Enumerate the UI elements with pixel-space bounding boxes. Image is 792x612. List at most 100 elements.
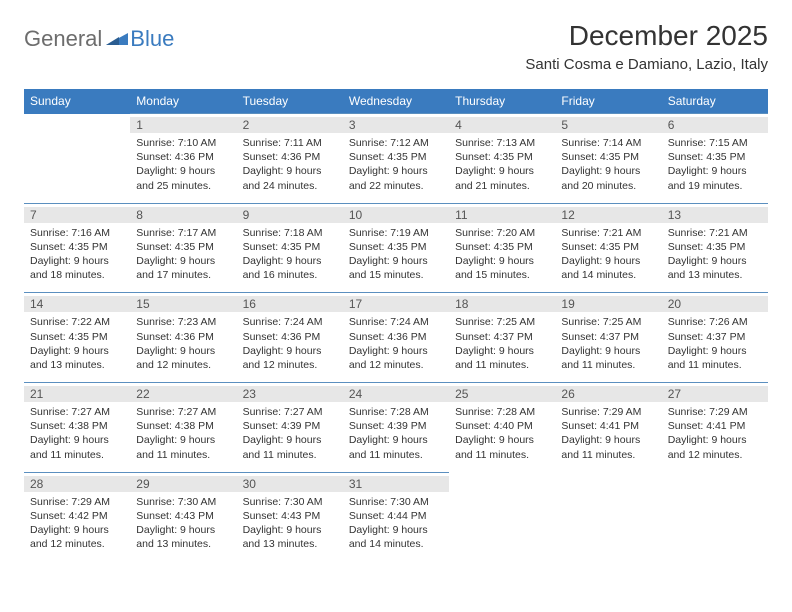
calendar-cell: 22Sunrise: 7:27 AMSunset: 4:38 PMDayligh… (130, 383, 236, 473)
col-monday: Monday (130, 89, 236, 114)
calendar-cell: 17Sunrise: 7:24 AMSunset: 4:36 PMDayligh… (343, 293, 449, 383)
day-number: 10 (343, 207, 449, 223)
day-info: Sunrise: 7:21 AMSunset: 4:35 PMDaylight:… (561, 226, 655, 283)
calendar-cell: 13 Sunrise: 7:21 AMSunset: 4:35 PMDayligh… (662, 203, 768, 293)
day-info: Sunrise: 7:25 AMSunset: 4:37 PMDaylight:… (561, 315, 655, 372)
calendar-cell: 11Sunrise: 7:20 AMSunset: 4:35 PMDayligh… (449, 203, 555, 293)
day-info: Sunrise: 7:21 AMSunset: 4:35 PMDaylight:… (668, 226, 762, 283)
day-number: 9 (237, 207, 343, 223)
calendar-cell: 7 Sunrise: 7:16 AMSunset: 4:35 PMDaylight… (24, 203, 130, 293)
day-number: 25 (449, 386, 555, 402)
day-info: Sunrise: 7:11 AMSunset: 4:36 PMDaylight:… (243, 136, 337, 193)
sunrise-text: Sunrise: 7:24 AM (243, 315, 337, 329)
sunrise-text: Sunrise: 7:11 AM (243, 136, 337, 150)
day-info: Sunrise: 7:30 AMSunset: 4:43 PMDaylight:… (136, 495, 230, 552)
daylight-text: Daylight: 9 hours and 12 minutes. (243, 344, 337, 372)
daylight-text: Daylight: 9 hours and 21 minutes. (455, 164, 549, 192)
day-number: 2 (237, 117, 343, 133)
day-number: 24 (343, 386, 449, 402)
calendar-cell: 18Sunrise: 7:25 AMSunset: 4:37 PMDayligh… (449, 293, 555, 383)
page-subtitle: Santi Cosma e Damiano, Lazio, Italy (525, 56, 768, 73)
calendar-cell (555, 472, 661, 561)
daylight-text: Daylight: 9 hours and 16 minutes. (243, 254, 337, 282)
day-number: 7 (24, 207, 130, 223)
calendar-cell: 20Sunrise: 7:26 AMSunset: 4:37 PMDayligh… (662, 293, 768, 383)
sunset-text: Sunset: 4:39 PM (349, 419, 443, 433)
sunset-text: Sunset: 4:43 PM (136, 509, 230, 523)
sunrise-text: Sunrise: 7:28 AM (455, 405, 549, 419)
calendar-table: Sunday Monday Tuesday Wednesday Thursday… (24, 89, 768, 561)
day-number: 29 (130, 476, 236, 492)
daylight-text: Daylight: 9 hours and 20 minutes. (561, 164, 655, 192)
sunrise-text: Sunrise: 7:12 AM (349, 136, 443, 150)
day-info: Sunrise: 7:13 AMSunset: 4:35 PMDaylight:… (455, 136, 549, 193)
day-info: Sunrise: 7:30 AMSunset: 4:44 PMDaylight:… (349, 495, 443, 552)
sunset-text: Sunset: 4:41 PM (561, 419, 655, 433)
day-number: 19 (555, 296, 661, 312)
daylight-text: Daylight: 9 hours and 12 minutes. (136, 344, 230, 372)
calendar-cell: 3 Sunrise: 7:12 AMSunset: 4:35 PMDaylight… (343, 114, 449, 204)
sunrise-text: Sunrise: 7:15 AM (668, 136, 762, 150)
day-number: 28 (24, 476, 130, 492)
daylight-text: Daylight: 9 hours and 12 minutes. (668, 433, 762, 461)
day-number: 31 (343, 476, 449, 492)
calendar-cell: 28 Sunrise: 7:29 AMSunset: 4:42 PMDayligh… (24, 472, 130, 561)
sunrise-text: Sunrise: 7:10 AM (136, 136, 230, 150)
sunrise-text: Sunrise: 7:16 AM (30, 226, 124, 240)
day-info: Sunrise: 7:10 AMSunset: 4:36 PMDaylight:… (136, 136, 230, 193)
sunrise-text: Sunrise: 7:29 AM (561, 405, 655, 419)
daylight-text: Daylight: 9 hours and 12 minutes. (349, 344, 443, 372)
sunset-text: Sunset: 4:37 PM (455, 330, 549, 344)
calendar-cell: 15 Sunrise: 7:23 AMSunset: 4:36 PMDayligh… (130, 293, 236, 383)
day-number: 12 (555, 207, 661, 223)
sunset-text: Sunset: 4:36 PM (349, 330, 443, 344)
daylight-text: Daylight: 9 hours and 13 minutes. (30, 344, 124, 372)
sunrise-text: Sunrise: 7:19 AM (349, 226, 443, 240)
calendar-cell: 24Sunrise: 7:28 AMSunset: 4:39 PMDayligh… (343, 383, 449, 473)
calendar-cell: 5Sunrise: 7:14 AMSunset: 4:35 PMDaylight… (555, 114, 661, 204)
daylight-text: Daylight: 9 hours and 11 minutes. (136, 433, 230, 461)
day-info: Sunrise: 7:19 AMSunset: 4:35 PMDaylight:… (349, 226, 443, 283)
day-info: Sunrise: 7:23 AMSunset: 4:36 PMDaylight:… (136, 315, 230, 372)
daylight-text: Daylight: 9 hours and 13 minutes. (243, 523, 337, 551)
calendar-cell: 16Sunrise: 7:24 AMSunset: 4:36 PMDayligh… (237, 293, 343, 383)
calendar-cell: 19 Sunrise: 7:25 AMSunset: 4:37 PMDayligh… (555, 293, 661, 383)
day-number: 3 (343, 117, 449, 133)
sunrise-text: Sunrise: 7:30 AM (136, 495, 230, 509)
sunrise-text: Sunrise: 7:21 AM (561, 226, 655, 240)
day-number: 15 (130, 296, 236, 312)
daylight-text: Daylight: 9 hours and 15 minutes. (349, 254, 443, 282)
sunset-text: Sunset: 4:35 PM (349, 240, 443, 254)
sunrise-text: Sunrise: 7:14 AM (561, 136, 655, 150)
calendar-cell: 1Sunrise: 7:10 AMSunset: 4:36 PMDaylight… (130, 114, 236, 204)
day-number: 4 (449, 117, 555, 133)
day-number: 22 (130, 386, 236, 402)
page-title: December 2025 (525, 20, 768, 52)
day-info: Sunrise: 7:18 AMSunset: 4:35 PMDaylight:… (243, 226, 337, 283)
calendar-cell: 4 Sunrise: 7:13 AMSunset: 4:35 PMDaylight… (449, 114, 555, 204)
sunrise-text: Sunrise: 7:25 AM (561, 315, 655, 329)
calendar-cell (24, 114, 130, 204)
sunset-text: Sunset: 4:35 PM (561, 150, 655, 164)
sunrise-text: Sunrise: 7:29 AM (668, 405, 762, 419)
day-number: 18 (449, 296, 555, 312)
day-number: 21 (24, 386, 130, 402)
sunrise-text: Sunrise: 7:24 AM (349, 315, 443, 329)
day-info: Sunrise: 7:12 AMSunset: 4:35 PMDaylight:… (349, 136, 443, 193)
daylight-text: Daylight: 9 hours and 11 minutes. (349, 433, 443, 461)
day-number: 11 (449, 207, 555, 223)
daylight-text: Daylight: 9 hours and 25 minutes. (136, 164, 230, 192)
sunset-text: Sunset: 4:36 PM (243, 150, 337, 164)
sunset-text: Sunset: 4:37 PM (668, 330, 762, 344)
sunset-text: Sunset: 4:40 PM (455, 419, 549, 433)
day-info: Sunrise: 7:29 AMSunset: 4:42 PMDaylight:… (30, 495, 124, 552)
day-info: Sunrise: 7:16 AMSunset: 4:35 PMDaylight:… (30, 226, 124, 283)
day-number: 23 (237, 386, 343, 402)
day-info: Sunrise: 7:29 AMSunset: 4:41 PMDaylight:… (561, 405, 655, 462)
calendar-header-row: Sunday Monday Tuesday Wednesday Thursday… (24, 89, 768, 114)
day-number: 13 (662, 207, 768, 223)
calendar-body: 1Sunrise: 7:10 AMSunset: 4:36 PMDaylight… (24, 114, 768, 562)
calendar-cell: 6Sunrise: 7:15 AMSunset: 4:35 PMDaylight… (662, 114, 768, 204)
sunset-text: Sunset: 4:35 PM (30, 330, 124, 344)
day-info: Sunrise: 7:17 AMSunset: 4:35 PMDaylight:… (136, 226, 230, 283)
